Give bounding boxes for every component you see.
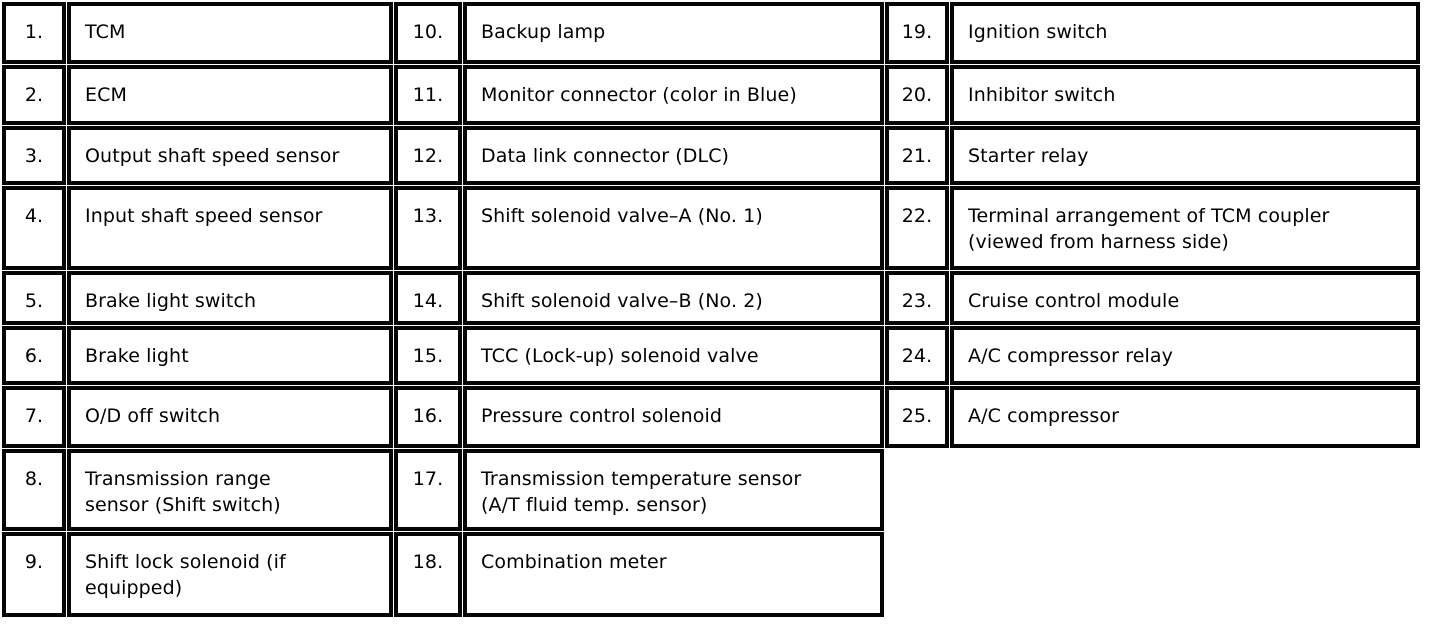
item-label: Transmission temperature sensor (A/T flu… [463,449,884,531]
item-number: 11. [394,65,462,125]
item-label: TCC (Lock-up) solenoid valve [463,326,884,385]
item-number: 4. [2,186,66,270]
item-number: 3. [2,126,66,185]
legend-column-3: 19. Ignition switch 20. Inhibitor switch… [885,2,1420,617]
item-number: 2. [2,65,66,125]
item-number: 20. [885,65,949,125]
item-label: Pressure control solenoid [463,386,884,448]
item-number: 9. [2,532,66,617]
item-number: 16. [394,386,462,448]
item-number: 8. [2,449,66,531]
component-legend-table: 1. TCM 2. ECM 3. Output shaft speed sens… [2,2,1420,617]
item-label: Brake light switch [67,271,393,325]
item-label: Transmission range sensor (Shift switch) [67,449,393,531]
item-number: 13. [394,186,462,270]
item-label: Shift lock solenoid (if equipped) [67,532,393,617]
item-label: Shift solenoid valve–A (No. 1) [463,186,884,270]
item-label: Output shaft speed sensor [67,126,393,185]
legend-column-1: 1. TCM 2. ECM 3. Output shaft speed sens… [2,2,393,617]
item-number: 5. [2,271,66,325]
item-label: Inhibitor switch [950,65,1420,125]
item-number: 14. [394,271,462,325]
item-number: 22. [885,186,949,270]
item-number: 15. [394,326,462,385]
item-label: A/C compressor [950,386,1420,448]
item-label: Brake light [67,326,393,385]
item-label: O/D off switch [67,386,393,448]
item-label: TCM [67,2,393,64]
item-label: Terminal arrangement of TCM coupler (vie… [950,186,1420,270]
item-number: 1. [2,2,66,64]
item-number: 12. [394,126,462,185]
item-number: 10. [394,2,462,64]
item-number: 19. [885,2,949,64]
item-number: 21. [885,126,949,185]
item-number: 17. [394,449,462,531]
item-label: Combination meter [463,532,884,617]
legend-column-2: 10. Backup lamp 11. Monitor connector (c… [394,2,884,617]
item-label: Data link connector (DLC) [463,126,884,185]
item-label: ECM [67,65,393,125]
item-number: 23. [885,271,949,325]
item-label: Cruise control module [950,271,1420,325]
item-number: 25. [885,386,949,448]
item-label: Backup lamp [463,2,884,64]
item-label: Shift solenoid valve–B (No. 2) [463,271,884,325]
item-number: 18. [394,532,462,617]
item-label: Ignition switch [950,2,1420,64]
item-label: A/C compressor relay [950,326,1420,385]
item-label: Starter relay [950,126,1420,185]
item-label: Input shaft speed sensor [67,186,393,270]
item-number: 6. [2,326,66,385]
item-number: 7. [2,386,66,448]
item-label: Monitor connector (color in Blue) [463,65,884,125]
item-number: 24. [885,326,949,385]
